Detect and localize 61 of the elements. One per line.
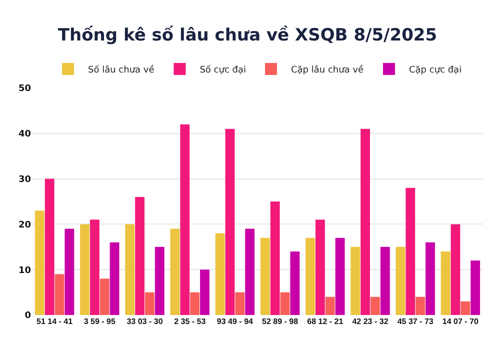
legend-label: Cặp cực đại — [409, 65, 462, 76]
bar — [100, 278, 110, 315]
legend-label: Cặp lâu chưa về — [291, 64, 364, 76]
bar — [315, 220, 325, 315]
y-tick-label: 30 — [18, 174, 31, 185]
bar — [325, 296, 335, 315]
bar — [350, 246, 360, 315]
bar — [280, 292, 290, 315]
bar — [44, 178, 54, 315]
bar — [200, 270, 210, 315]
y-tick-label: 10 — [18, 266, 31, 276]
bar — [460, 301, 470, 315]
bar — [335, 238, 345, 315]
x-tick-label: 42 23 - 32 — [352, 317, 389, 326]
legend-label: Số cực đại — [200, 64, 246, 76]
bar — [180, 124, 190, 315]
bar — [80, 224, 90, 315]
y-tick-label: 40 — [18, 130, 31, 140]
bar — [125, 224, 135, 315]
x-tick-label: 45 37 - 73 — [397, 317, 434, 326]
bar — [290, 251, 300, 315]
bar — [370, 296, 380, 315]
x-tick-label: 3 59 - 95 — [84, 317, 116, 326]
bar — [360, 128, 370, 315]
bar — [406, 188, 416, 315]
x-tick-label: 2 35 - 53 — [174, 317, 206, 326]
bar — [34, 210, 44, 315]
x-tick-label: 51 14 - 41 — [36, 317, 74, 326]
bar — [90, 220, 100, 315]
bar — [64, 228, 74, 315]
chart-title: Thống kê số lâu chưa về XSQB 8/5/2025 — [58, 25, 438, 46]
bar — [215, 233, 225, 315]
bar — [145, 292, 154, 315]
bar — [154, 246, 164, 315]
bar — [450, 224, 460, 315]
legend-label: Số lâu chưa về — [88, 64, 155, 76]
bar — [260, 238, 270, 315]
y-tick-label: 50 — [18, 84, 31, 94]
bar — [235, 292, 245, 315]
bar — [110, 242, 120, 315]
x-tick-label: 68 12 - 21 — [307, 317, 344, 326]
y-tick-label: 20 — [18, 220, 31, 230]
bar — [440, 251, 450, 315]
y-tick-label: 0 — [24, 311, 31, 322]
bar — [170, 228, 180, 315]
bar — [190, 292, 200, 315]
bar — [380, 246, 390, 315]
bar — [225, 128, 235, 315]
x-tick-label: 52 89 - 98 — [262, 317, 299, 326]
bar — [470, 260, 480, 315]
bar — [306, 238, 315, 315]
x-tick-label: 33 03 - 30 — [126, 317, 164, 326]
x-tick-label: 93 49 - 94 — [216, 317, 254, 326]
bar — [426, 242, 435, 315]
bar — [416, 296, 426, 315]
bar — [396, 246, 406, 315]
bar — [135, 196, 144, 315]
bar — [245, 228, 255, 315]
bar — [54, 274, 64, 315]
bar — [270, 202, 280, 315]
x-tick-label: 14 07 - 70 — [442, 317, 480, 326]
